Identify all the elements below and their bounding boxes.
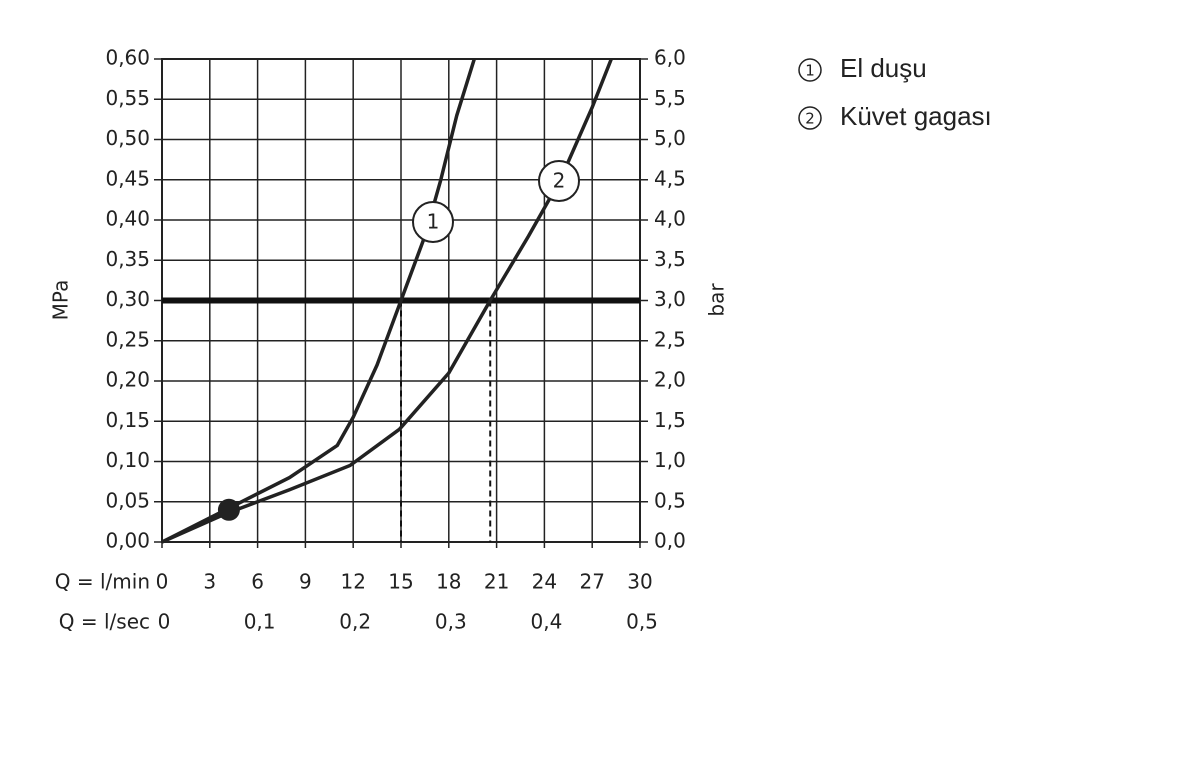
- y2-tick-label: 0,5: [654, 488, 686, 512]
- x2-tick-label: 0: [158, 610, 171, 634]
- y-tick-label: 0,10: [105, 448, 150, 472]
- y-tick-label: 0,25: [105, 327, 150, 351]
- curve: [161, 58, 613, 544]
- legend-marker: [798, 58, 822, 82]
- y2-tick-label: 2,0: [654, 368, 686, 392]
- x-axis-label: Q = l/min: [55, 570, 150, 594]
- x-tick-label: 6: [251, 570, 264, 594]
- y-tick-label: 0,00: [105, 529, 150, 553]
- y2-tick-label: 1,0: [654, 448, 686, 472]
- y2-tick-label: 3,0: [654, 287, 686, 311]
- y-tick-label: 0,30: [105, 287, 150, 311]
- curve: [161, 58, 476, 544]
- curve-label-circle: [412, 201, 454, 243]
- y2-tick-label: 5,0: [654, 126, 686, 150]
- x2-axis-label: Q = l/sec: [59, 610, 150, 634]
- curve-label-circle: [538, 160, 580, 202]
- y-axis-label: MPa: [49, 280, 73, 321]
- x-tick-label: 3: [203, 570, 216, 594]
- y2-tick-label: 3,5: [654, 247, 686, 271]
- y2-tick-label: 1,5: [654, 408, 686, 432]
- y2-tick-label: 2,5: [654, 327, 686, 351]
- x-tick-label: 24: [532, 570, 557, 594]
- y2-tick-label: 0,0: [654, 529, 686, 553]
- x-tick-label: 18: [436, 570, 461, 594]
- x-tick-label: 27: [579, 570, 604, 594]
- legend-marker-label: 2: [805, 110, 815, 128]
- y2-tick-label: 4,5: [654, 166, 686, 190]
- x-tick-label: 9: [299, 570, 312, 594]
- y2-tick-label: 6,0: [654, 46, 686, 70]
- y-tick-label: 0,45: [105, 166, 150, 190]
- x-tick-label: 30: [627, 570, 652, 594]
- y-tick-label: 0,55: [105, 86, 150, 110]
- y-tick-label: 0,15: [105, 408, 150, 432]
- y2-axis-label: bar: [705, 283, 729, 317]
- x-tick-label: 21: [484, 570, 509, 594]
- x2-tick-label: 0,4: [530, 610, 562, 634]
- x2-tick-label: 0,1: [244, 610, 276, 634]
- operating-point: [217, 498, 240, 521]
- y-tick-label: 0,60: [105, 46, 150, 70]
- y2-tick-label: 4,0: [654, 207, 686, 231]
- legend-marker: [798, 106, 822, 130]
- y-tick-label: 0,40: [105, 207, 150, 231]
- legend-marker-label: 1: [805, 62, 815, 80]
- x-tick-label: 12: [340, 570, 365, 594]
- x2-tick-label: 0,5: [626, 610, 658, 634]
- curve-label: 1: [427, 210, 440, 234]
- y-tick-label: 0,50: [105, 126, 150, 150]
- legend-entry: Küvet gagası: [840, 101, 992, 131]
- y-tick-label: 0,35: [105, 247, 150, 271]
- y-tick-label: 0,20: [105, 368, 150, 392]
- y-tick-label: 0,05: [105, 488, 150, 512]
- y2-tick-label: 5,5: [654, 86, 686, 110]
- x-tick-label: 0: [156, 570, 169, 594]
- x2-tick-label: 0,3: [435, 610, 467, 634]
- legend-entry: El duşu: [840, 53, 927, 83]
- x-tick-label: 15: [388, 570, 413, 594]
- x2-tick-label: 0,2: [339, 610, 371, 634]
- curve-label: 2: [553, 169, 566, 193]
